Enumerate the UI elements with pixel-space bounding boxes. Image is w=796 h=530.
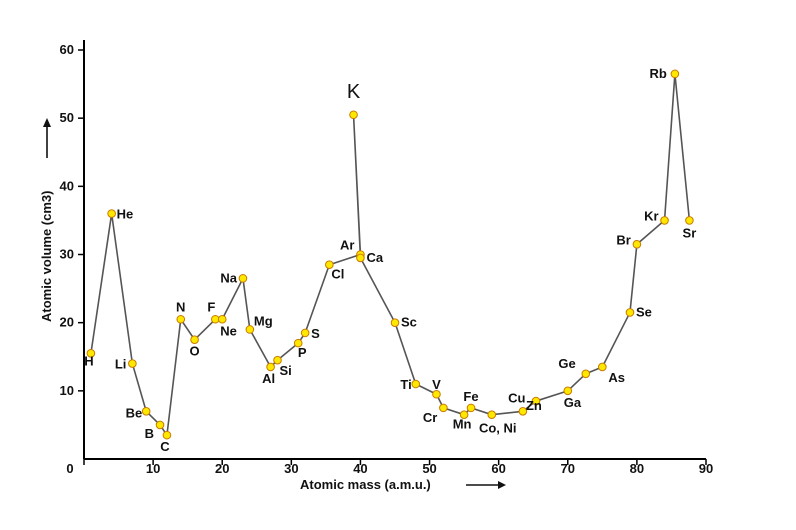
point-label: Cl [331,267,344,282]
data-point [531,396,541,406]
data-point [411,379,421,389]
point-label: Fe [463,389,478,404]
data-point [518,406,528,416]
data-point [598,362,607,372]
point-label: Co, Ni [479,421,517,436]
point-label: B [145,426,154,441]
point-label: Sr [683,225,697,240]
point-label: V [432,377,441,392]
data-point [141,406,151,416]
y-tick-label: 30 [60,247,74,262]
point-label: Si [280,363,292,378]
x-tick-label: 70 [561,461,575,476]
data-point [685,216,694,225]
point-label: Ga [564,395,582,410]
data-point [390,318,400,327]
data-point [238,274,248,283]
point-label: P [298,345,307,360]
point-label: Ne [220,323,237,338]
point-label: Rb [650,66,667,81]
point-label: O [190,344,200,359]
point-label: C [160,439,170,454]
point-label: Ar [340,238,354,253]
y-tick-label: 40 [60,178,74,193]
data-point [670,69,680,79]
point-label: Ca [366,250,383,265]
data-point [190,335,199,345]
point-label: As [608,370,625,385]
data-point [625,308,635,317]
data-point [487,410,497,419]
data-point [632,239,642,249]
y-tick-label: 20 [60,315,74,330]
y-tick-label: 60 [60,42,74,57]
point-label: Zn [526,398,542,413]
point-label: Sc [401,315,417,330]
y-axis-title: Atomic volume (cm3) [39,191,54,322]
point-label: Na [220,270,237,285]
data-point [349,110,358,120]
point-label: Be [126,405,143,420]
data-point [266,362,275,372]
data-point [459,410,469,419]
x-tick-label: 80 [630,461,644,476]
y-axis-arrow [43,118,51,158]
data-point [563,386,573,396]
data-point [273,355,282,365]
point-label: Cr [423,410,437,425]
data-point [86,349,96,358]
y-tick-label: 50 [60,110,74,125]
data-point [245,325,255,334]
point-label: Cu [508,390,525,405]
point-label: Li [115,357,127,372]
point-label: Ti [400,377,411,392]
data-point [107,209,116,218]
point-label: S [311,326,320,341]
data-point [217,314,227,324]
point-label: Ge [558,356,575,371]
data-point [176,314,186,324]
x-axis-title: Atomic mass (a.m.u.) [300,477,431,492]
point-label: Kr [644,208,658,223]
x-tick-label: 10 [146,461,160,476]
point-label: He [117,207,134,222]
point-label: N [176,299,185,314]
data-point [466,403,476,413]
x-tick-label: 90 [699,461,713,476]
point-label: K [347,81,361,103]
data-point [432,389,441,399]
data-point [439,403,448,413]
point-label: F [207,299,215,314]
x-tick-label: 0 [66,461,73,476]
data-point [356,253,365,263]
point-label: Mg [254,313,273,328]
data-point [581,369,591,379]
data-point [162,430,172,440]
data-point [660,216,669,225]
point-label: H [84,353,93,368]
data-series [86,69,694,440]
point-label: Se [636,304,652,319]
point-label: Br [616,232,630,247]
series-line [90,73,691,436]
x-tick-label: 50 [422,461,436,476]
x-tick-label: 30 [284,461,298,476]
x-tick-label: 20 [215,461,229,476]
data-point [155,420,165,430]
x-ticks: 0 10 20 30 40 50 60 70 80 90 [66,459,713,476]
data-point [293,338,303,348]
x-tick-label: 60 [491,461,505,476]
y-ticks: 10 20 30 40 50 60 [60,42,84,398]
x-axis-arrow [466,481,506,489]
x-tick-label: 40 [353,461,367,476]
data-point [325,260,334,270]
point-label: Mn [453,417,472,432]
data-point [128,359,137,368]
y-tick-label: 10 [60,383,74,398]
data-point [300,328,310,338]
point-label: Al [262,371,275,386]
